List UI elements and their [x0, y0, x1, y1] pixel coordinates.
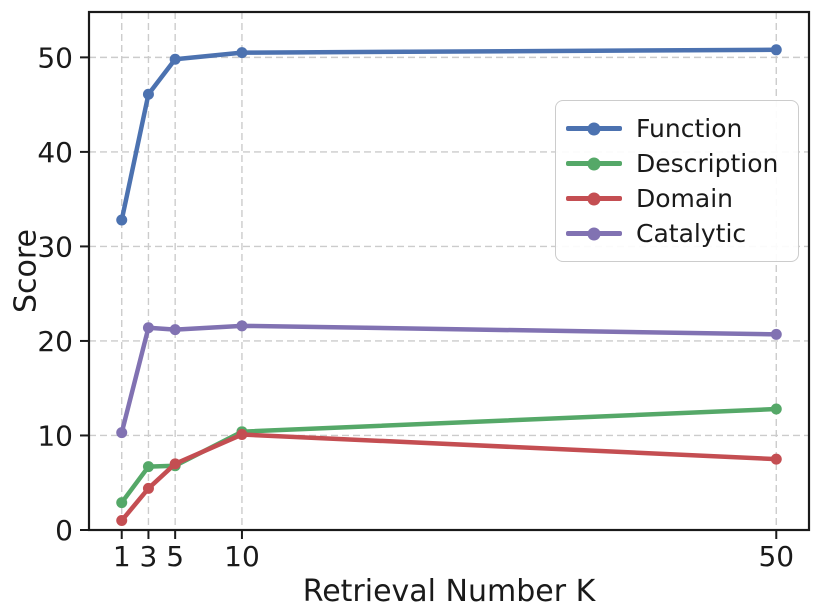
legend-line-sample-icon — [566, 227, 622, 240]
y-tick-label: 10 — [37, 419, 73, 452]
data-point-description — [116, 497, 128, 509]
legend-item-catalytic: Catalytic — [566, 219, 786, 248]
data-point-catalytic — [169, 324, 181, 336]
y-tick-label: 50 — [37, 41, 73, 74]
data-point-domain — [770, 453, 782, 465]
data-point-function — [116, 214, 128, 226]
y-tick-label: 40 — [37, 136, 73, 169]
data-point-domain — [169, 458, 181, 470]
legend-label: Catalytic — [636, 219, 747, 248]
data-point-catalytic — [236, 320, 248, 332]
legend-marker-dot-icon — [587, 192, 601, 205]
legend-marker-dot-icon — [587, 122, 601, 135]
series-line-domain — [119, 432, 779, 523]
y-tick-label: 0 — [55, 514, 73, 547]
x-tick-label: 10 — [224, 540, 260, 573]
y-tick-label: 20 — [37, 325, 73, 358]
legend-item-description: Description — [566, 149, 786, 178]
data-point-function — [142, 88, 154, 100]
legend: Function Description Domain Catalytic — [555, 100, 799, 262]
data-point-function — [770, 44, 782, 56]
legend-line-sample-icon — [566, 192, 622, 205]
legend-item-domain: Domain — [566, 184, 786, 213]
legend-marker-dot-icon — [587, 227, 601, 240]
data-point-domain — [116, 515, 128, 527]
y-axis-label: Score — [8, 228, 44, 314]
data-point-description — [770, 403, 782, 415]
data-point-catalytic — [142, 322, 154, 334]
legend-label: Domain — [636, 184, 734, 213]
legend-line-sample-icon — [566, 122, 622, 135]
data-point-domain — [142, 482, 154, 494]
plot-border — [87, 10, 811, 532]
x-tick-label: 50 — [758, 540, 794, 573]
legend-item-function: Function — [566, 114, 786, 143]
legend-line-sample-icon — [566, 157, 622, 170]
data-point-catalytic — [116, 427, 128, 439]
x-axis-label: Retrieval Number K — [302, 574, 596, 608]
y-tick-label: 30 — [37, 230, 73, 263]
x-tick-label: 5 — [166, 540, 184, 573]
legend-label: Function — [636, 114, 743, 143]
series-line-catalytic — [119, 323, 779, 435]
data-point-description — [142, 461, 154, 473]
x-tick-label: 1 — [113, 540, 131, 573]
data-point-catalytic — [770, 328, 782, 340]
legend-marker-dot-icon — [587, 157, 601, 170]
data-point-function — [236, 47, 248, 59]
legend-label: Description — [636, 149, 779, 178]
x-tick-label: 3 — [140, 540, 158, 573]
data-point-function — [169, 53, 181, 65]
data-point-domain — [236, 429, 248, 441]
